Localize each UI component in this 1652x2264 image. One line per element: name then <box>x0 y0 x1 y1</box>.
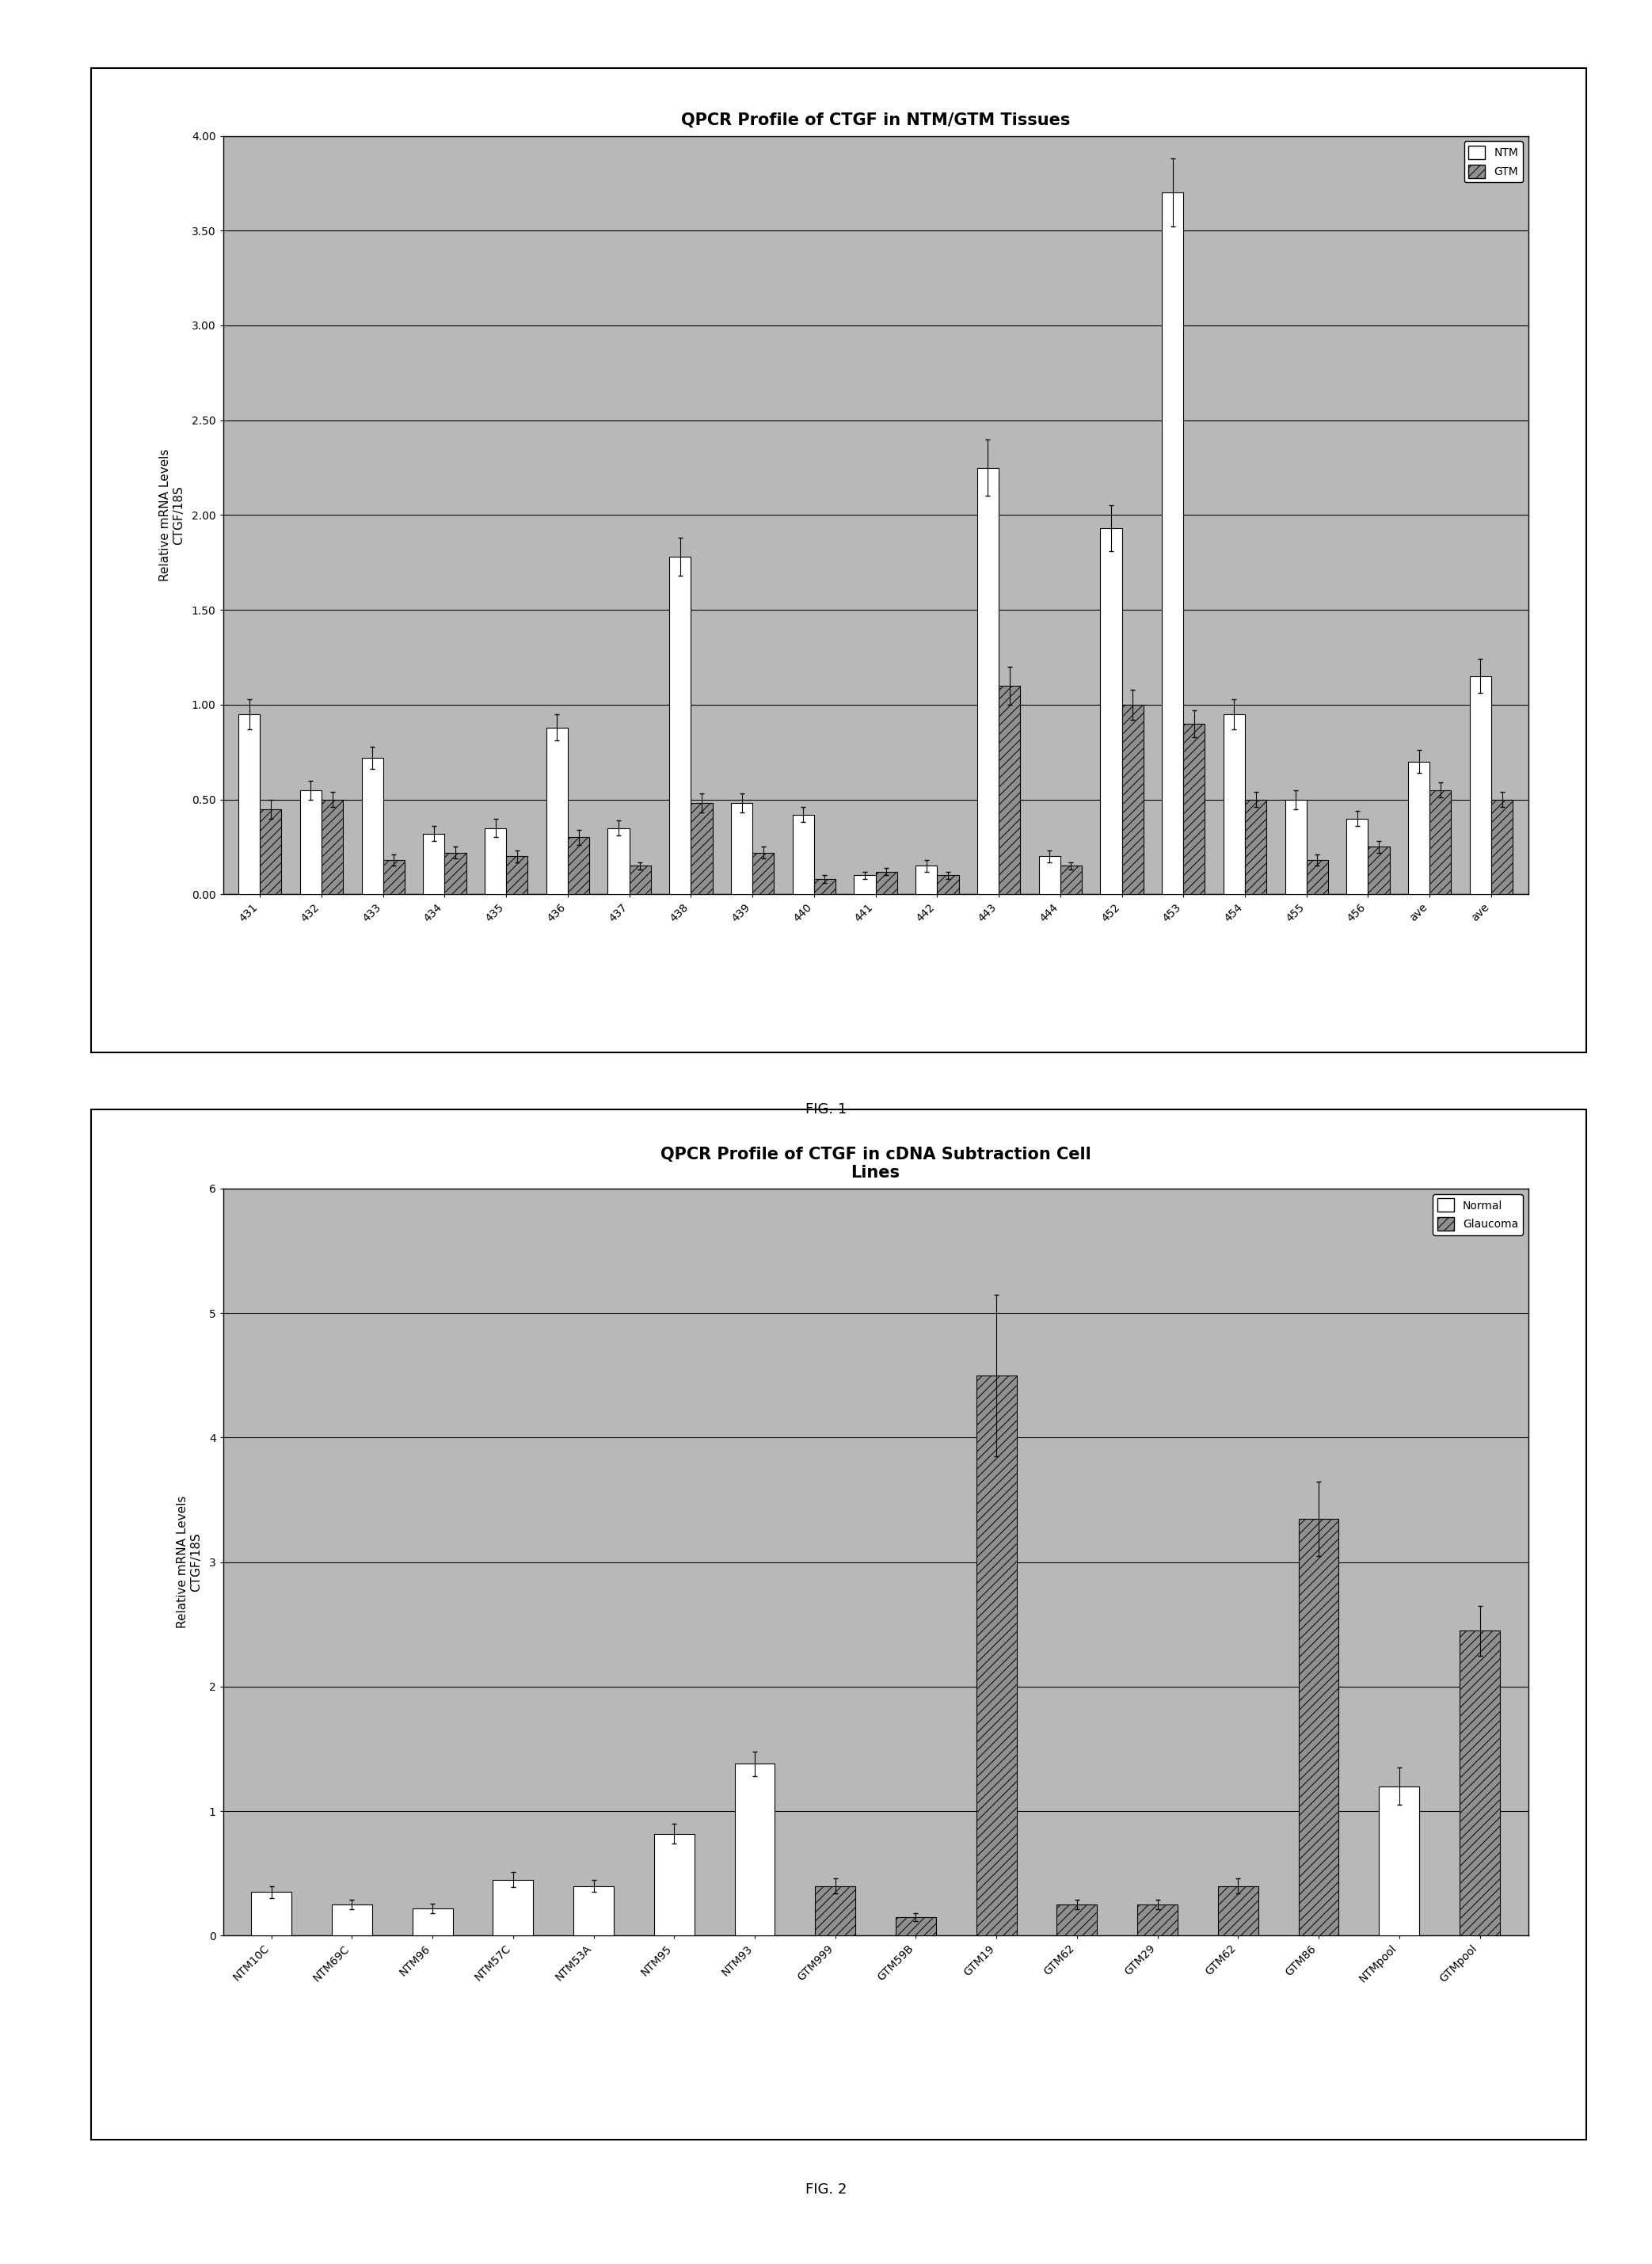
Bar <box>976 469 999 894</box>
Bar <box>506 856 527 894</box>
Bar <box>332 1904 372 1936</box>
Bar <box>1298 1519 1338 1936</box>
Bar <box>1346 820 1368 894</box>
Bar <box>1218 1886 1259 1936</box>
Bar <box>1100 528 1122 894</box>
Text: FIG. 2: FIG. 2 <box>805 2182 847 2196</box>
Bar <box>669 557 691 894</box>
Bar <box>259 808 281 894</box>
Bar <box>937 876 958 894</box>
Bar <box>251 1893 291 1936</box>
Bar <box>1429 790 1450 894</box>
Bar <box>1246 799 1267 894</box>
Bar <box>322 799 344 894</box>
Bar <box>1061 865 1082 894</box>
Bar <box>1460 1630 1500 1936</box>
Bar <box>999 686 1021 894</box>
Bar <box>814 1886 856 1936</box>
Legend: Normal, Glaucoma: Normal, Glaucoma <box>1432 1193 1523 1236</box>
Bar <box>735 1764 775 1936</box>
Bar <box>691 804 712 894</box>
Y-axis label: Relative mRNA Levels
CTGF/18S: Relative mRNA Levels CTGF/18S <box>159 448 185 582</box>
Bar <box>629 865 651 894</box>
Bar <box>752 854 775 894</box>
Bar <box>573 1886 615 1936</box>
Bar <box>568 838 590 894</box>
Bar <box>915 865 937 894</box>
Bar <box>1307 860 1328 894</box>
Title: QPCR Profile of CTGF in cDNA Subtraction Cell
Lines: QPCR Profile of CTGF in cDNA Subtraction… <box>661 1146 1090 1182</box>
Bar <box>1122 704 1143 894</box>
Text: FIG. 1: FIG. 1 <box>805 1103 847 1116</box>
Bar <box>1057 1904 1097 1936</box>
Bar <box>547 727 568 894</box>
Bar <box>1408 761 1429 894</box>
Bar <box>730 804 752 894</box>
Bar <box>1470 677 1492 894</box>
Bar <box>1183 724 1204 894</box>
Bar <box>301 790 322 894</box>
Bar <box>492 1879 534 1936</box>
Bar <box>1137 1904 1178 1936</box>
Bar <box>444 854 466 894</box>
Y-axis label: Relative mRNA Levels
CTGF/18S: Relative mRNA Levels CTGF/18S <box>177 1497 202 1628</box>
Bar <box>793 815 814 894</box>
Bar <box>1285 799 1307 894</box>
Bar <box>1492 799 1513 894</box>
Bar <box>484 829 506 894</box>
Bar <box>976 1377 1016 1936</box>
Bar <box>362 758 383 894</box>
Bar <box>1368 847 1389 894</box>
Bar <box>413 1909 453 1936</box>
Bar <box>238 713 259 894</box>
Title: QPCR Profile of CTGF in NTM/GTM Tissues: QPCR Profile of CTGF in NTM/GTM Tissues <box>681 113 1070 129</box>
Bar <box>1379 1786 1419 1936</box>
Bar <box>1039 856 1061 894</box>
Bar <box>895 1918 937 1936</box>
Bar <box>383 860 405 894</box>
Bar <box>876 872 897 894</box>
Bar <box>423 833 444 894</box>
Bar <box>1224 713 1246 894</box>
Legend: NTM, GTM: NTM, GTM <box>1464 140 1523 183</box>
Bar <box>854 876 876 894</box>
Bar <box>608 829 629 894</box>
Bar <box>1161 192 1183 894</box>
Bar <box>814 878 836 894</box>
Bar <box>654 1834 694 1936</box>
